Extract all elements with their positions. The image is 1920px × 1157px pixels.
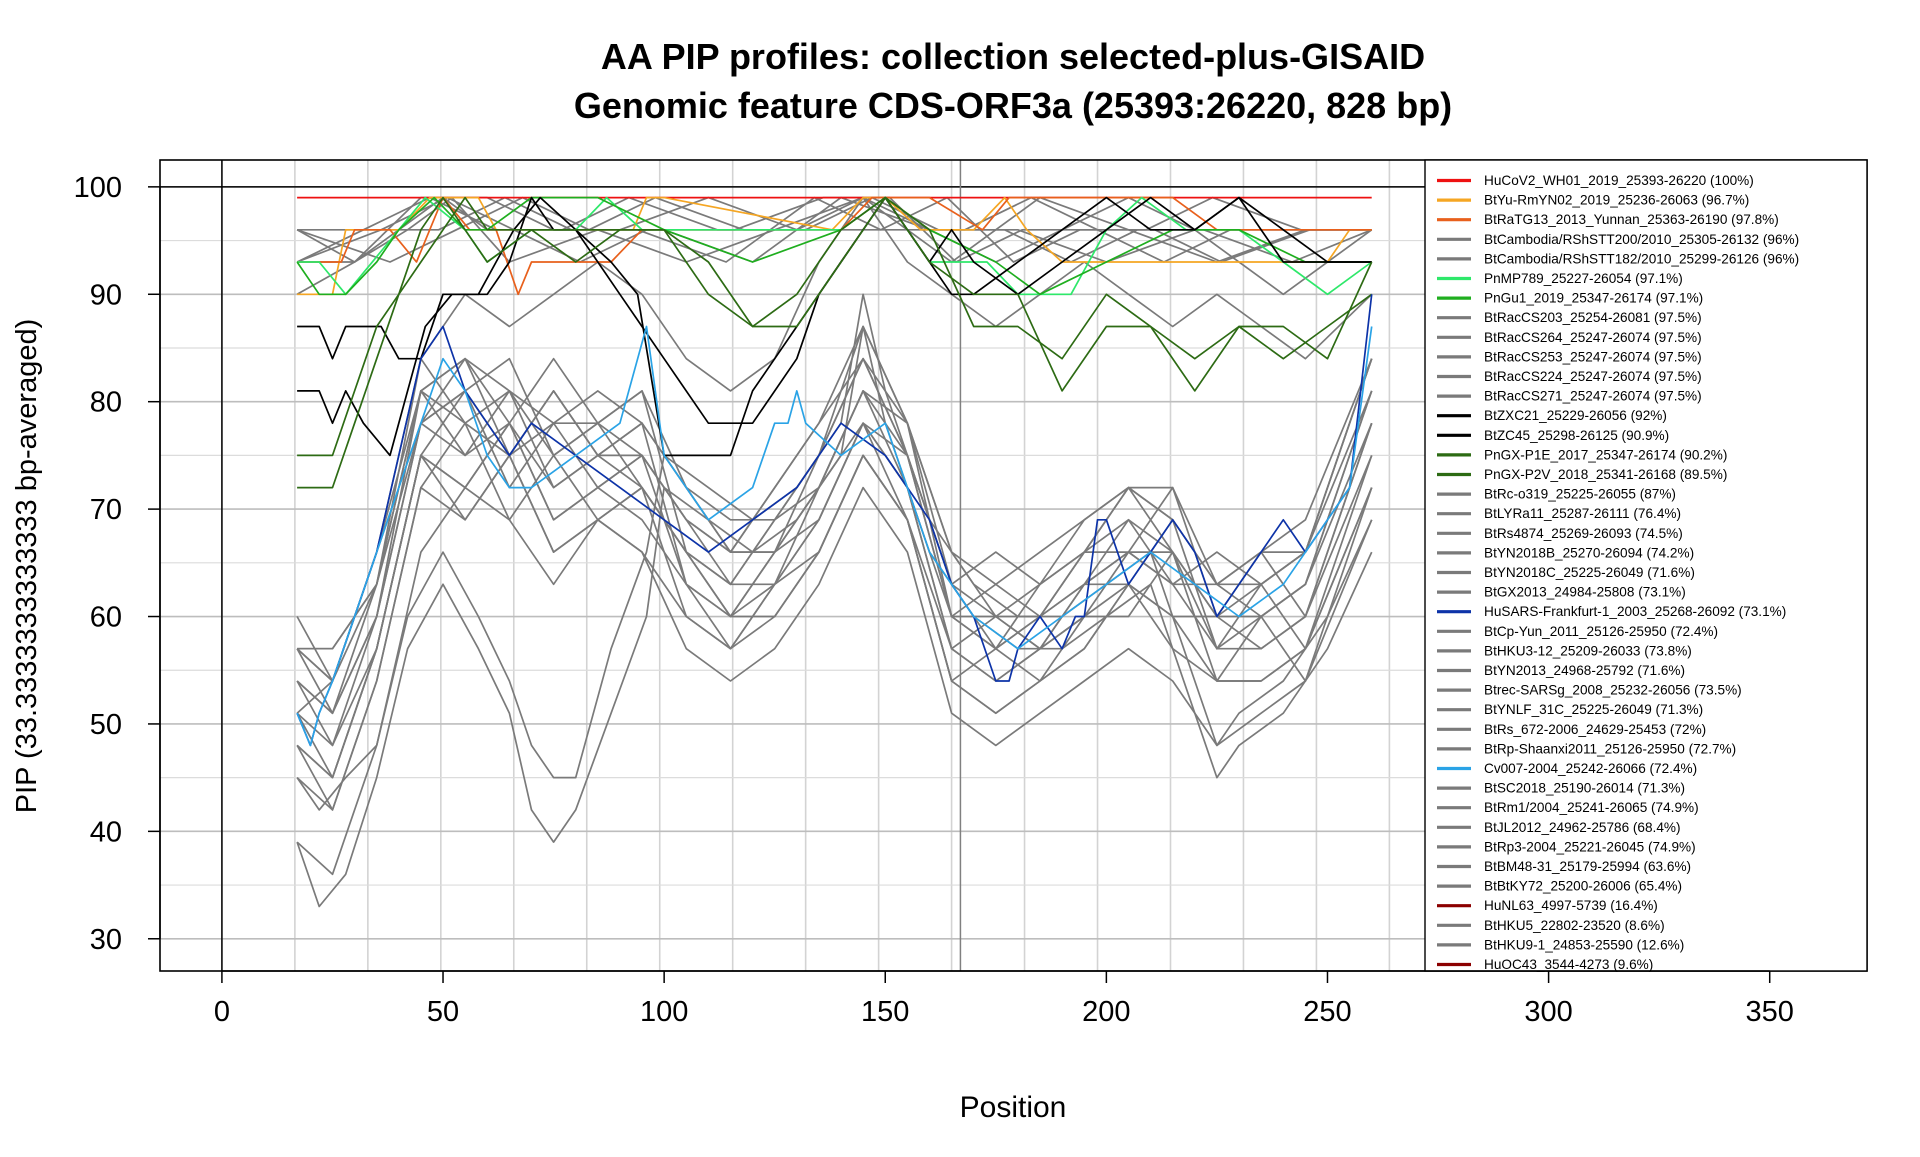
y-axis-label: PIP (33.3333333333333 bp-averaged) xyxy=(11,319,43,813)
chart-title-line2: Genomic feature CDS-ORF3a (25393:26220, … xyxy=(574,85,1452,126)
series-line-35 xyxy=(296,325,1373,908)
legend-label-30: Cv007-2004_25242-26066 (72.4%) xyxy=(1484,761,1697,776)
legend-label-31: BtSC2018_25190-26014 (71.3%) xyxy=(1484,781,1685,796)
x-axis-label: Position xyxy=(960,1091,1067,1124)
x-tick-label: 0 xyxy=(214,996,230,1028)
x-tick-label: 50 xyxy=(427,996,459,1028)
legend-label-4: BtCambodia/RShSTT182/2010_25299-26126 (9… xyxy=(1484,251,1799,266)
legend-label-8: BtRacCS264_25247-26074 (97.5%) xyxy=(1484,330,1702,345)
series-line-15 xyxy=(297,196,1373,489)
legend-label-17: BtLYRa11_25287-26111 (76.4%) xyxy=(1484,506,1681,521)
y-tick-label: 100 xyxy=(74,172,122,204)
legend-label-35: BtBM48-31_25179-25994 (63.6%) xyxy=(1484,859,1691,874)
legend-label-34: BtRp3-2004_25221-26045 (74.9%) xyxy=(1484,839,1696,854)
legend-label-33: BtJL2012_24962-25786 (68.4%) xyxy=(1484,820,1681,835)
legend-label-29: BtRp-Shaanxi2011_25126-25950 (72.7%) xyxy=(1484,741,1736,756)
y-tick-label: 90 xyxy=(90,279,122,311)
series-line-11 xyxy=(296,196,1372,263)
series-line-12 xyxy=(297,196,1372,425)
x-tick-label: 350 xyxy=(1746,996,1794,1028)
legend-label-23: BtCp-Yun_2011_25126-25950 (72.4%) xyxy=(1484,624,1718,639)
series-line-6 xyxy=(296,196,1372,296)
legend-label-16: BtRc-o319_25225-26055 (87%) xyxy=(1484,487,1676,502)
legend-label-25: BtYN2013_24968-25792 (71.6%) xyxy=(1484,663,1685,678)
y-tick-label: 30 xyxy=(90,924,122,956)
legend-label-27: BtYNLF_31C_25225-26049 (71.3%) xyxy=(1484,702,1703,717)
chart-title-line1: AA PIP profiles: collection selected-plu… xyxy=(601,36,1425,77)
legend-label-24: BtHKU3-12_25209-26033 (73.8%) xyxy=(1484,643,1692,658)
series-line-33 xyxy=(296,486,1373,876)
x-tick-label: 300 xyxy=(1524,996,1572,1028)
legend-label-38: BtHKU5_22802-23520 (8.6%) xyxy=(1484,918,1665,933)
legend-label-1: BtYu-RmYN02_2019_25236-26063 (96.7%) xyxy=(1484,193,1749,208)
legend-label-5: PnMP789_25227-26054 (97.1%) xyxy=(1484,271,1683,286)
legend: HuCoV2_WH01_2019_25393-26220 (100%) BtYu-… xyxy=(1437,173,1799,972)
legend-box xyxy=(1424,159,1868,972)
x-tick-label: 150 xyxy=(861,996,909,1028)
legend-label-9: BtRacCS253_25247-26074 (97.5%) xyxy=(1484,349,1702,364)
legend-label-10: BtRacCS224_25247-26074 (97.5%) xyxy=(1484,369,1702,384)
legend-label-6: PnGu1_2019_25347-26174 (97.1%) xyxy=(1484,291,1703,306)
y-tick-label: 70 xyxy=(90,494,122,526)
legend-label-37: HuNL63_4997-5739 (16.4%) xyxy=(1484,898,1658,913)
legend-label-11: BtRacCS271_25247-26074 (97.5%) xyxy=(1484,389,1702,404)
legend-label-36: BtBtKY72_25200-26006 (65.4%) xyxy=(1484,879,1682,894)
y-tick-label: 50 xyxy=(90,709,122,741)
legend-label-2: BtRaTG13_2013_Yunnan_25363-26190 (97.8%) xyxy=(1484,212,1779,227)
legend-label-39: BtHKU9-1_24853-25590 (12.6%) xyxy=(1484,937,1684,952)
series-line-30 xyxy=(296,325,1373,747)
legend-label-0: HuCoV2_WH01_2019_25393-26220 (100%) xyxy=(1484,173,1754,188)
x-tick-label: 200 xyxy=(1082,996,1130,1028)
legend-label-26: Btrec-SARSg_2008_25232-26056 (73.5%) xyxy=(1484,683,1742,698)
x-axis: 0 50 100 150 200 250 300 350 xyxy=(214,970,1794,1028)
legend-label-14: PnGX-P1E_2017_25347-26174 (90.2%) xyxy=(1484,447,1727,462)
legend-label-20: BtYN2018C_25225-26049 (71.6%) xyxy=(1484,565,1695,580)
legend-label-15: PnGX-P2V_2018_25341-26168 (89.5%) xyxy=(1484,467,1727,482)
legend-label-28: BtRs_672-2006_24629-25453 (72%) xyxy=(1484,722,1706,737)
legend-label-7: BtRacCS203_25254-26081 (97.5%) xyxy=(1484,310,1702,325)
y-tick-label: 80 xyxy=(90,387,122,419)
y-tick-label: 40 xyxy=(90,816,122,848)
series-layer xyxy=(296,196,1373,908)
legend-label-22: HuSARS-Frankfurt-1_2003_25268-26092 (73.… xyxy=(1484,604,1786,619)
legend-label-3: BtCambodia/RShSTT200/2010_25305-26132 (9… xyxy=(1484,232,1799,247)
legend-label-12: BtZXC21_25229-26056 (92%) xyxy=(1484,408,1667,423)
x-tick-label: 250 xyxy=(1303,996,1351,1028)
legend-label-21: BtGX2013_24984-25808 (73.1%) xyxy=(1484,585,1686,600)
x-tick-label: 100 xyxy=(640,996,688,1028)
legend-label-13: BtZC45_25298-26125 (90.9%) xyxy=(1484,428,1669,443)
legend-label-19: BtYN2018B_25270-26094 (74.2%) xyxy=(1484,545,1694,560)
series-line-13 xyxy=(297,196,1372,457)
legend-label-18: BtRs4874_25269-26093 (74.5%) xyxy=(1484,526,1683,541)
legend-label-32: BtRm1/2004_25241-26065 (74.9%) xyxy=(1484,800,1699,815)
y-axis: 30 40 50 60 70 80 90 100 xyxy=(74,172,161,956)
y-tick-label: 60 xyxy=(90,602,122,634)
legend-label-40: HuOC43_3544-4273 (9.6%) xyxy=(1484,957,1653,972)
